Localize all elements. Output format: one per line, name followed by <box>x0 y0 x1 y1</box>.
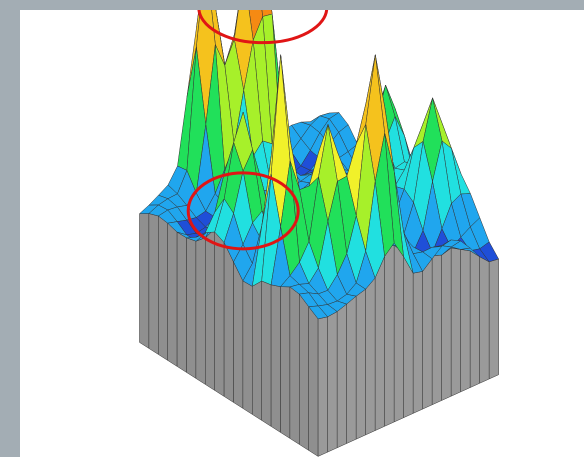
plot-canvas <box>20 10 584 457</box>
base-wall-right <box>384 242 395 427</box>
base-wall-left <box>270 284 281 433</box>
base-wall-right <box>393 242 404 423</box>
base-wall-left <box>158 215 168 361</box>
base-wall-left <box>176 231 187 373</box>
base-wall-right <box>469 247 480 388</box>
base-wall-left <box>252 280 262 421</box>
base-wall-right <box>412 271 423 414</box>
base-wall-right <box>346 295 357 444</box>
base-wall-right <box>441 239 452 401</box>
base-wall-right <box>336 303 347 449</box>
annotations <box>186 10 329 251</box>
surface-mesh <box>139 10 499 320</box>
base-wall-left <box>205 231 215 391</box>
base-wall-right <box>327 311 338 453</box>
base-wall-left <box>261 280 272 427</box>
base-wall-right <box>488 258 499 380</box>
base-wall-right <box>479 256 490 384</box>
base-wall-left <box>195 232 206 385</box>
annotation-ellipse <box>197 10 329 45</box>
surface-base-walls <box>139 213 499 457</box>
surface-plot <box>139 10 499 457</box>
surface-cell <box>308 305 328 320</box>
base-wall-right <box>355 288 366 440</box>
base-wall-right <box>450 239 461 397</box>
base-wall-right <box>374 256 385 431</box>
base-wall-right <box>317 316 328 457</box>
base-wall-left <box>186 236 197 379</box>
annotation-ellipse <box>186 171 300 251</box>
base-wall-left <box>289 286 300 445</box>
base-wall-left <box>139 213 150 349</box>
base-wall-right <box>403 256 414 418</box>
base-wall-right <box>422 258 433 410</box>
base-wall-left <box>223 242 234 403</box>
base-wall-right <box>365 277 376 436</box>
base-wall-right <box>460 240 471 393</box>
base-wall-left <box>167 222 178 367</box>
base-wall-left <box>233 261 244 409</box>
base-wall-left <box>148 213 159 355</box>
base-wall-right <box>431 246 442 406</box>
base-wall-left <box>280 286 291 439</box>
base-wall-left <box>214 231 225 397</box>
base-wall-left <box>299 293 309 451</box>
base-wall-left <box>308 306 319 457</box>
base-wall-left <box>242 280 253 415</box>
